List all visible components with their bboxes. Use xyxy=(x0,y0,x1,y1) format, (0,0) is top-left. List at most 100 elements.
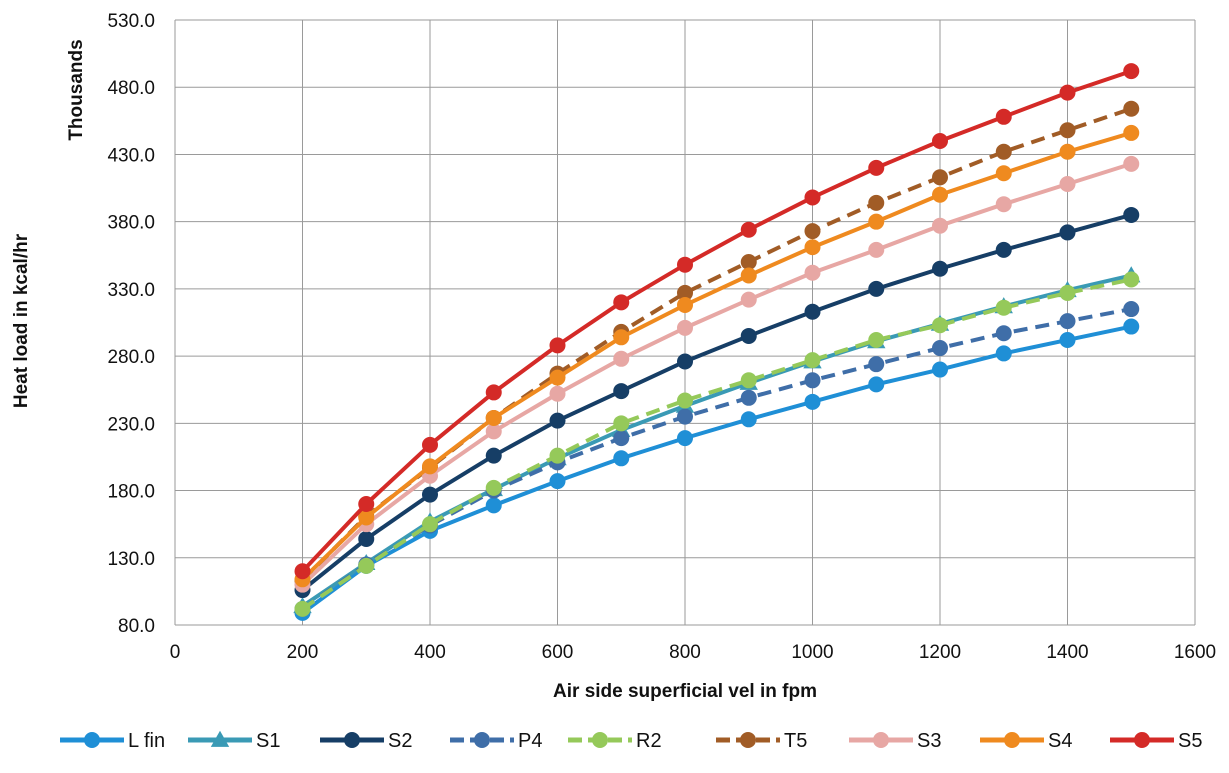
data-point-r2 xyxy=(995,299,1012,316)
series-t5 xyxy=(294,100,1140,589)
data-point-s5 xyxy=(294,563,311,580)
data-point-t5 xyxy=(932,169,948,186)
legend-marker-p4 xyxy=(474,732,490,748)
data-point-p4 xyxy=(868,356,885,373)
legend-label-l-fin: L fin xyxy=(128,730,165,752)
data-point-l-fin xyxy=(549,473,566,490)
series-s1 xyxy=(293,266,1141,614)
x-tick-label: 1400 xyxy=(1046,642,1088,663)
data-point-r2 xyxy=(422,516,438,533)
data-point-s2 xyxy=(804,303,821,320)
data-point-t5 xyxy=(740,254,757,270)
data-point-l-fin xyxy=(613,450,630,467)
data-point-s5 xyxy=(868,159,885,176)
data-point-s3 xyxy=(1123,155,1140,172)
data-point-s3 xyxy=(868,241,885,258)
legend-label-s3: S3 xyxy=(917,730,941,752)
series-l-fin xyxy=(294,318,1140,621)
legend-item-s2: S2 xyxy=(320,730,412,752)
data-point-s4 xyxy=(804,239,821,256)
x-tick-label: 1200 xyxy=(919,642,961,663)
legend-item-t5: T5 xyxy=(716,730,807,752)
data-point-s3 xyxy=(677,319,693,336)
x-tick-label: 1600 xyxy=(1174,642,1216,663)
x-axis-title: Air side superficial vel in fpm xyxy=(553,681,817,702)
y-tick-label: 280.0 xyxy=(107,347,155,368)
legend-marker-s3 xyxy=(873,732,889,748)
x-tick-label: 200 xyxy=(287,642,319,663)
data-point-s4 xyxy=(677,297,693,314)
data-point-s2 xyxy=(549,412,566,429)
legend-label-r2: R2 xyxy=(636,730,662,752)
legend-item-l-fin: L fin xyxy=(60,730,165,752)
legend-item-p4: P4 xyxy=(450,730,542,752)
series-lines xyxy=(293,63,1141,621)
data-point-s4 xyxy=(932,186,948,203)
data-point-r2 xyxy=(740,372,757,389)
y-tick-label: 230.0 xyxy=(107,414,155,435)
data-point-s4 xyxy=(1059,143,1076,160)
y-tick-label: 430.0 xyxy=(107,145,155,166)
data-point-p4 xyxy=(677,408,693,425)
data-point-t5 xyxy=(1123,100,1140,117)
data-point-p4 xyxy=(740,389,757,406)
data-point-s4 xyxy=(868,213,885,230)
legend-label-s5: S5 xyxy=(1178,730,1202,752)
x-tick-label: 800 xyxy=(669,642,701,663)
data-point-s3 xyxy=(613,350,630,367)
series-line-s3 xyxy=(301,161,1132,587)
series-s4 xyxy=(294,124,1140,588)
legend-marker-r2 xyxy=(592,732,608,748)
data-point-r2 xyxy=(294,600,311,617)
data-point-l-fin xyxy=(868,376,885,393)
data-point-l-fin xyxy=(677,430,693,447)
legend-label-t5: T5 xyxy=(784,730,807,752)
data-point-r2 xyxy=(868,331,885,348)
data-point-s2 xyxy=(868,280,885,297)
data-point-r2 xyxy=(932,317,948,334)
legend-marker-s2 xyxy=(344,732,360,748)
legend-item-s5: S5 xyxy=(1110,730,1202,752)
data-point-p4 xyxy=(995,325,1012,342)
data-point-s3 xyxy=(804,264,821,281)
data-point-t5 xyxy=(1059,122,1076,139)
legend-marker-s1 xyxy=(210,730,230,747)
series-r2 xyxy=(294,271,1140,617)
legend-marker-s4 xyxy=(1004,732,1020,748)
legend-item-s1: S1 xyxy=(188,730,280,752)
data-point-s2 xyxy=(422,486,438,503)
data-point-p4 xyxy=(1123,301,1140,318)
data-point-t5 xyxy=(995,143,1012,160)
data-point-s5 xyxy=(549,337,566,354)
data-point-t5 xyxy=(804,223,821,240)
data-point-s4 xyxy=(740,267,757,284)
data-point-l-fin xyxy=(932,361,948,378)
data-point-s3 xyxy=(995,196,1012,213)
y-tick-label: 80.0 xyxy=(118,616,155,637)
data-point-s5 xyxy=(995,108,1012,125)
data-point-p4 xyxy=(804,372,821,389)
legend-label-p4: P4 xyxy=(518,730,542,752)
series-line-l-fin xyxy=(301,324,1132,615)
x-tick-label: 600 xyxy=(542,642,574,663)
legend-label-s1: S1 xyxy=(256,730,280,752)
data-point-s4 xyxy=(613,329,630,346)
data-point-s5 xyxy=(740,221,757,238)
data-point-r2 xyxy=(804,352,821,369)
series-line-s5 xyxy=(301,69,1132,573)
data-point-s5 xyxy=(804,189,821,206)
y-tick-label: 130.0 xyxy=(107,549,155,570)
data-point-t5 xyxy=(868,194,885,211)
legend-item-s4: S4 xyxy=(980,730,1072,752)
data-point-s2 xyxy=(485,447,502,464)
y-tick-label: 380.0 xyxy=(107,213,155,234)
data-point-s3 xyxy=(549,385,566,402)
y-tick-label: 180.0 xyxy=(107,482,155,503)
data-point-l-fin xyxy=(1123,318,1140,335)
y-axis-ticks: 80.0 130.0 180.0 230.0 280.0 330.0 380.0 430.0 4… xyxy=(107,11,155,637)
data-point-r2 xyxy=(613,415,630,432)
legend: L fin S1 S2 P4 R2 T5 S3 S4 S5 xyxy=(60,730,1202,752)
y-tick-label: 480.0 xyxy=(107,78,155,99)
data-point-s2 xyxy=(1123,206,1140,223)
x-tick-label: 0 xyxy=(170,642,181,663)
